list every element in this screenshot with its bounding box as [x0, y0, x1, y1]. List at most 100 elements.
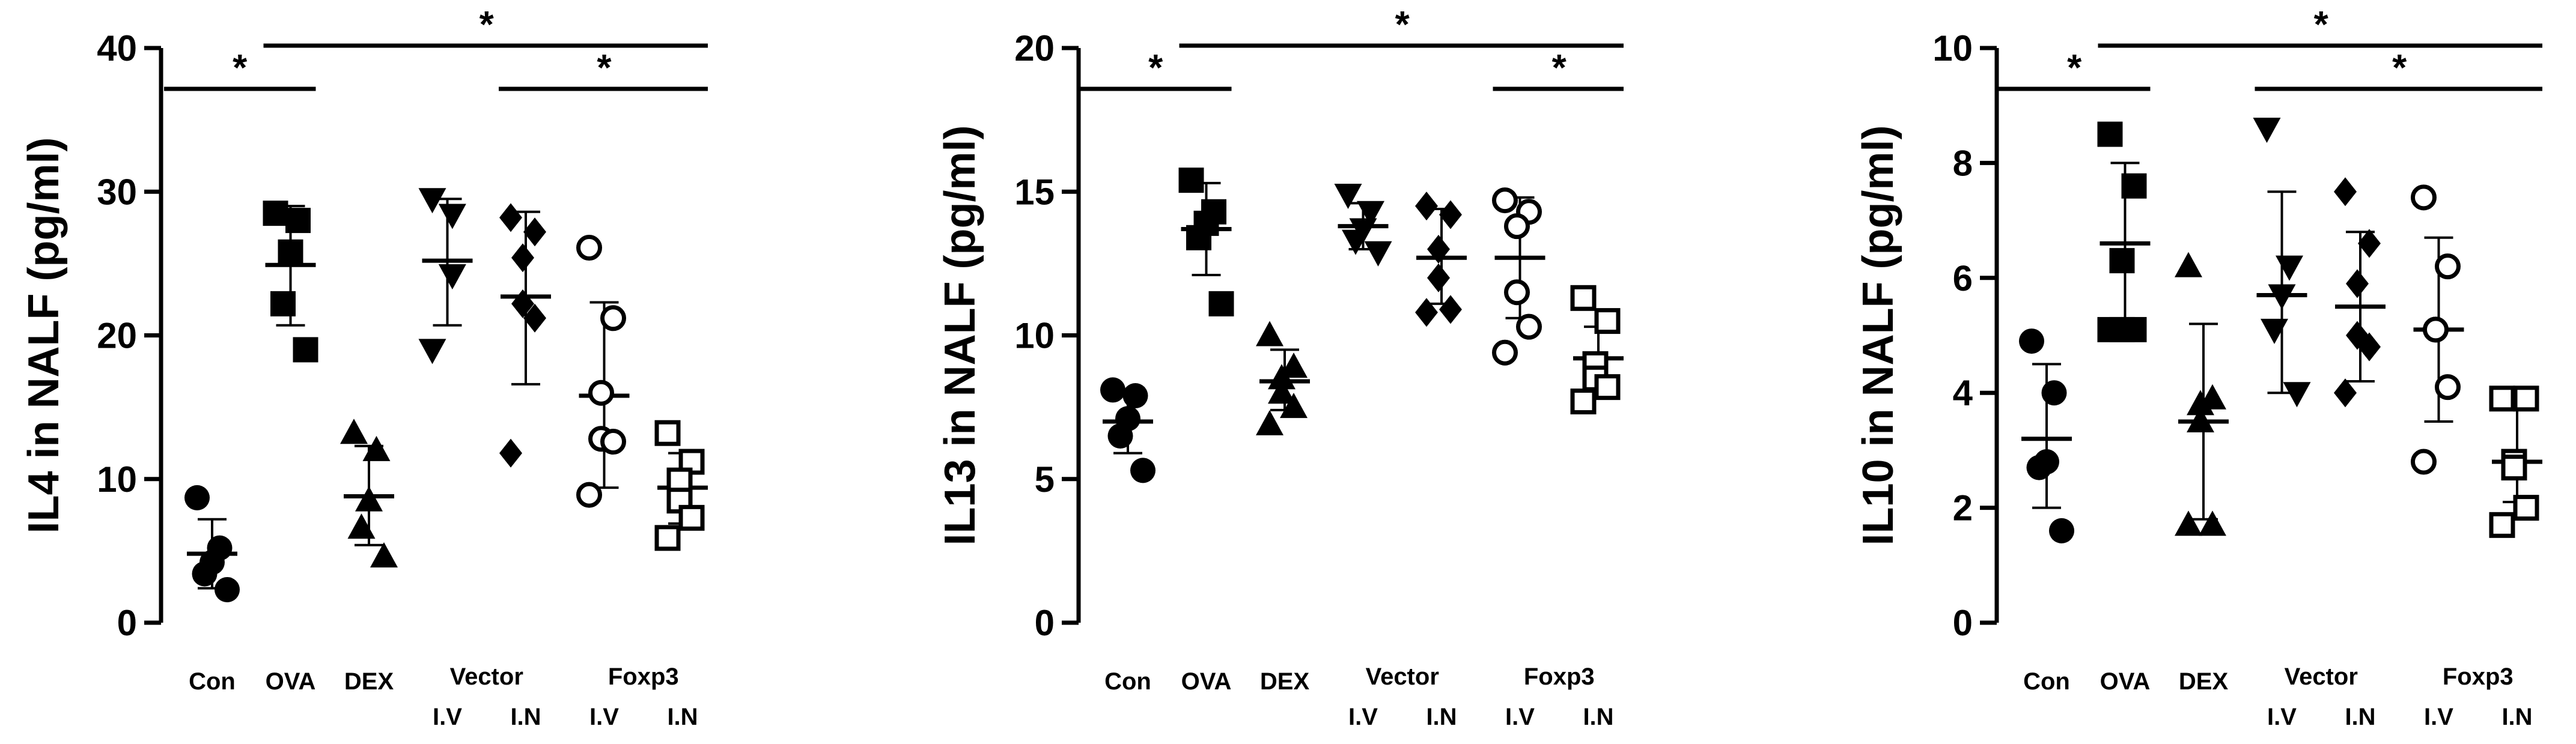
data-point [2283, 382, 2311, 408]
group-3 [1256, 321, 1310, 435]
y-tick-label: 40 [97, 28, 137, 68]
significance-star: * [2067, 47, 2082, 89]
data-point [576, 235, 602, 261]
data-point [2501, 455, 2527, 481]
category-sublabel: I.V [1505, 704, 1535, 730]
group-2 [2097, 121, 2151, 342]
group-5 [1415, 192, 1467, 327]
data-point [2049, 518, 2074, 543]
group-label: Vector [2285, 664, 2358, 690]
data-point [1178, 168, 1204, 193]
y-tick-label: 6 [1953, 258, 1973, 298]
category-label: Con [2023, 668, 2070, 695]
data-point [2199, 510, 2226, 536]
group-label: Vector [450, 664, 523, 690]
category-label: OVA [2100, 668, 2151, 695]
y-tick-label: 10 [1932, 28, 1973, 68]
data-point [2411, 184, 2437, 211]
significance-star: * [480, 4, 495, 46]
data-point [184, 485, 210, 510]
data-point [2358, 229, 2381, 258]
data-point [1342, 229, 1369, 255]
data-point [418, 188, 446, 214]
significance-star: * [1148, 47, 1163, 89]
category-sublabel: I.N [1426, 704, 1457, 730]
data-point [2423, 316, 2449, 343]
data-point [2268, 284, 2296, 310]
y-tick-label: 5 [1035, 459, 1055, 500]
group-4 [2253, 117, 2311, 408]
group-7 [1570, 285, 1624, 415]
data-point [499, 203, 522, 232]
data-point [1280, 352, 1308, 378]
y-tick-label: 8 [1953, 143, 1973, 183]
data-point [678, 504, 705, 531]
data-point [1492, 187, 1518, 214]
y-tick-label: 15 [1014, 172, 1055, 212]
significance-star: * [1552, 47, 1567, 89]
panel-3: 0 2 4 6 8 10 IL10 in NALF (pg/ml) Con OVA DEX I.V I… [1854, 4, 2542, 730]
data-point [1504, 279, 1530, 306]
data-point [1357, 201, 1384, 226]
significance-star: * [233, 47, 248, 89]
data-point [2109, 248, 2135, 274]
data-point [2175, 252, 2202, 277]
data-point [2276, 255, 2303, 281]
data-point [1208, 291, 1234, 316]
category-sublabel: I.N [667, 704, 698, 730]
data-point [2097, 316, 2123, 342]
y-axis-label: IL13 in NALF (pg/ml) [936, 126, 984, 546]
category-label: OVA [1181, 668, 1232, 695]
data-point [418, 339, 446, 364]
data-point [2019, 328, 2044, 354]
category-label: Con [1104, 668, 1151, 695]
data-point [270, 291, 296, 316]
data-point [1256, 410, 1283, 435]
data-point [2411, 449, 2437, 475]
group-label: Foxp3 [1524, 664, 1595, 690]
data-point [511, 243, 534, 273]
group-2 [1178, 168, 1234, 316]
group-1 [2019, 328, 2074, 543]
data-point [2435, 374, 2461, 401]
group-6 [576, 235, 630, 508]
category-sublabel: I.V [1348, 704, 1378, 730]
data-point [2187, 407, 2214, 433]
data-point [2334, 177, 2357, 207]
y-tick-label: 10 [1014, 316, 1055, 356]
data-point [438, 204, 466, 229]
data-point [2187, 390, 2214, 416]
data-point [263, 201, 288, 226]
group-1 [184, 485, 240, 602]
data-point [1492, 339, 1518, 366]
data-point [215, 576, 240, 602]
category-sublabel: I.V [2424, 704, 2453, 730]
category-sublabel: I.V [2267, 704, 2297, 730]
category-sublabel: I.N [2345, 704, 2375, 730]
data-point [340, 419, 368, 444]
data-point [1439, 295, 1462, 324]
significance-star: * [597, 47, 612, 89]
data-point [2435, 253, 2461, 280]
data-point [576, 482, 602, 508]
category-label: DEX [1260, 668, 1310, 695]
group-6 [1492, 187, 1545, 366]
data-point [2358, 332, 2381, 361]
category-label: OVA [266, 668, 316, 695]
group-5 [2334, 177, 2386, 408]
data-point [2026, 455, 2052, 480]
y-tick-label: 20 [97, 316, 137, 356]
data-point [2513, 386, 2539, 412]
data-point [1186, 225, 1211, 250]
panel-2: 0 5 10 15 20 IL13 in NALF (pg/ml) Con OVA DEX I.V… [936, 4, 1624, 730]
data-point [2175, 510, 2202, 536]
data-point [588, 380, 614, 406]
data-point [1100, 377, 1125, 403]
y-tick-label: 2 [1953, 488, 1973, 528]
data-point [654, 420, 681, 446]
data-point [438, 264, 466, 290]
significance-star: * [1395, 4, 1410, 46]
panel-1: 0 10 20 30 40 IL4 in NALF (pg/ml) Con OVA DEX I.V… [20, 4, 708, 730]
y-tick-label: 0 [117, 603, 137, 643]
